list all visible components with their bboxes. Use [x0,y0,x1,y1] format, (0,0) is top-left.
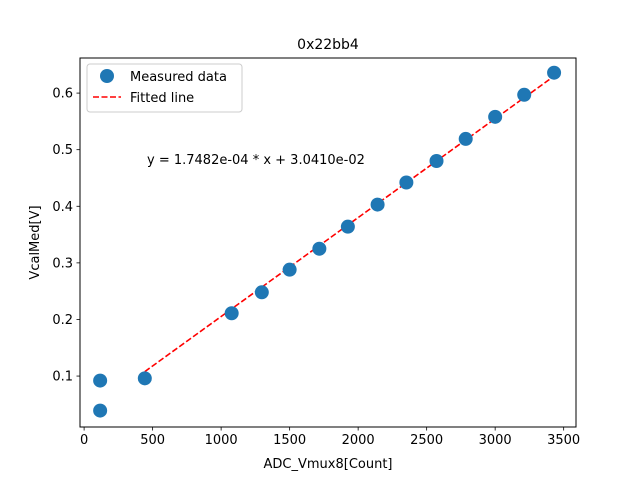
legend-label-measured: Measured data [130,70,227,85]
data-point [488,109,503,124]
x-tick-label: 1500 [273,433,306,448]
y-axis-label: VcalMed[V] [28,205,43,279]
legend: Measured data Fitted line [86,63,243,113]
x-axis-label: ADC_Vmux8[Count] [264,457,393,472]
fit-equation-annotation: y = 1.7482e-04 * x + 3.0410e-02 [147,153,365,168]
data-point [370,197,385,212]
data-point [547,65,562,80]
x-tick-label: 3000 [479,433,512,448]
data-point [429,154,444,169]
data-point [399,175,414,190]
data-point [458,131,473,146]
data-point [282,262,297,277]
plot-layer [93,65,562,418]
legend-label-fitted: Fitted line [130,91,194,106]
data-point [312,241,327,256]
data-point [93,403,108,418]
y-tick-label: 0.1 [52,370,73,385]
data-point [517,87,532,102]
chart-title: 0x22bb4 [297,37,359,53]
data-point [340,219,355,234]
ticks-layer: 0 500 1000 1500 2000 2500 3000 3500 0.1 0.2 0.3 0.4… [52,87,580,448]
x-tick-label: 1000 [205,433,238,448]
legend-box [86,63,243,113]
x-tick-label: 2500 [410,433,443,448]
x-tick-label: 500 [140,433,165,448]
plot-frame [79,57,577,428]
y-tick-label: 0.3 [52,256,73,271]
data-point [254,285,269,300]
x-tick-label: 0 [80,433,88,448]
x-tick-label: 2000 [342,433,375,448]
y-tick-label: 0.2 [52,313,73,328]
data-point [137,371,152,386]
y-tick-label: 0.6 [52,87,73,102]
y-tick-label: 0.5 [52,143,73,158]
data-point [224,306,239,321]
data-point [93,373,108,388]
legend-marker-measured [100,69,114,83]
y-tick-label: 0.4 [52,200,73,215]
x-tick-label: 3500 [547,433,580,448]
